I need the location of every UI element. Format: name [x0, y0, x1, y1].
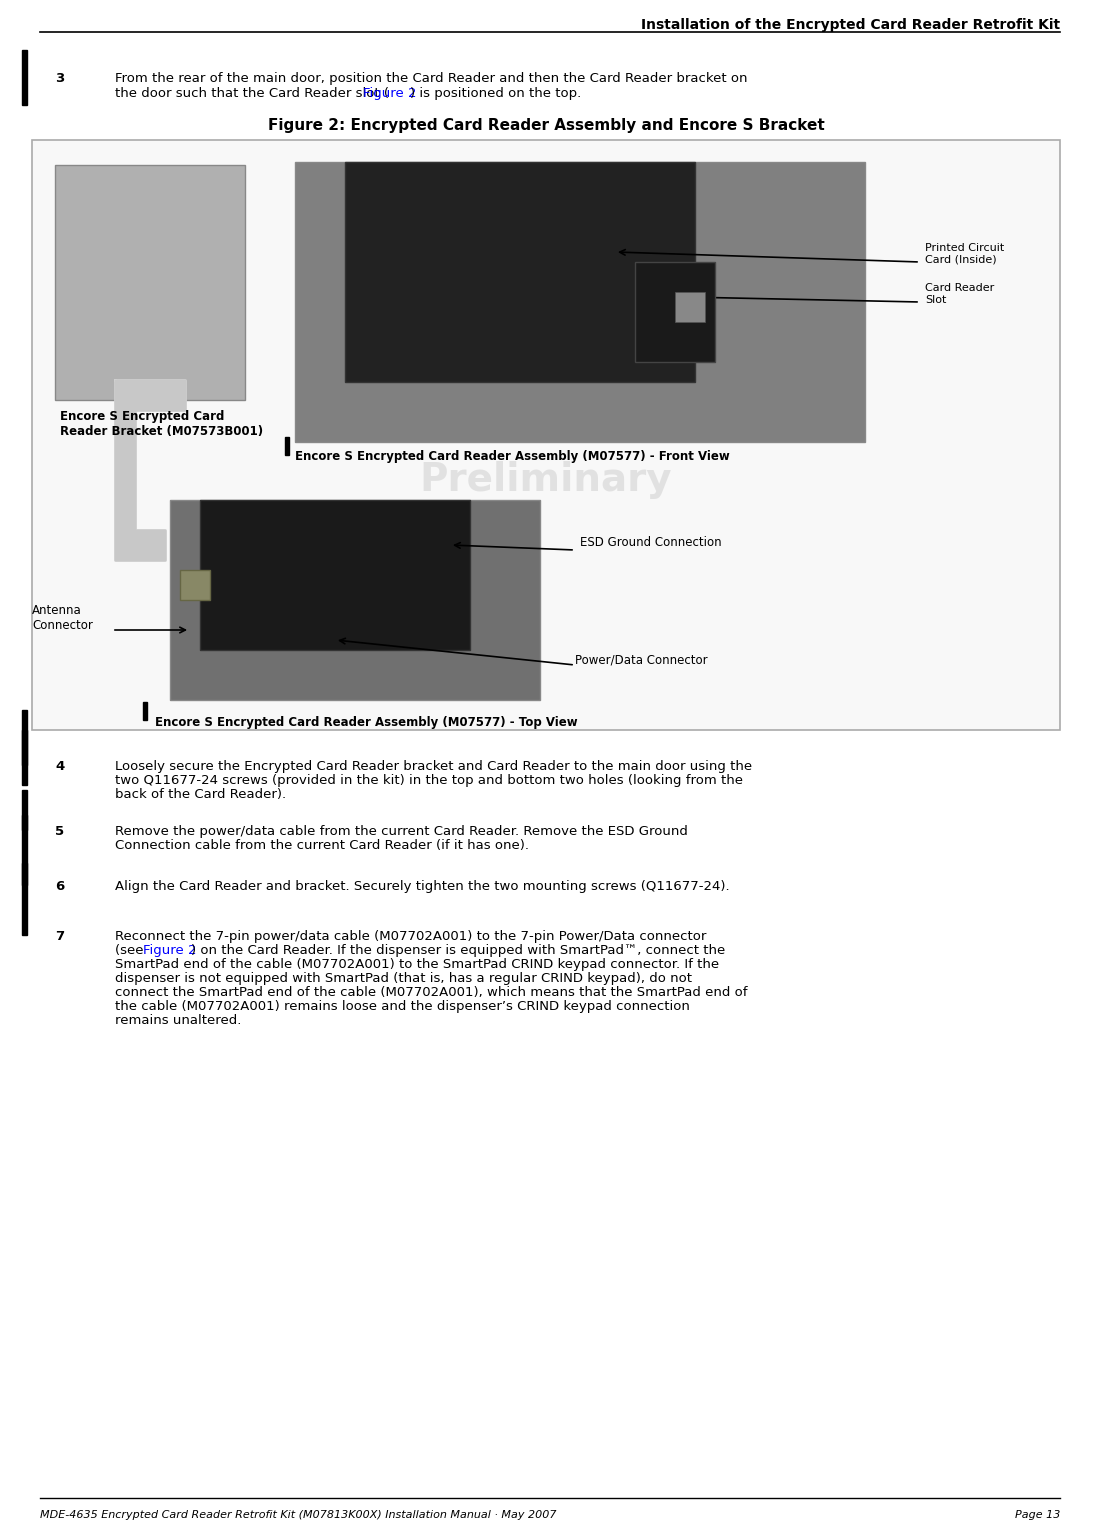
Text: From the rear of the main door, position the Card Reader and then the Card Reade: From the rear of the main door, position…	[115, 72, 748, 85]
Bar	[22, 864, 27, 885]
Text: Antenna
Connector: Antenna Connector	[32, 604, 93, 632]
Text: Printed Circuit
Card (Inside): Printed Circuit Card (Inside)	[925, 243, 1004, 266]
Text: Remove the power/data cable from the current Card Reader. Remove the ESD Ground: Remove the power/data cable from the cur…	[115, 826, 687, 838]
Text: 7: 7	[55, 929, 64, 943]
Text: Loosely secure the Encrypted Card Reader bracket and Card Reader to the main doo: Loosely secure the Encrypted Card Reader…	[115, 760, 752, 774]
Text: (see: (see	[115, 945, 148, 957]
Bar	[22, 790, 27, 830]
Text: Installation of the Encrypted Card Reader Retrofit Kit: Installation of the Encrypted Card Reade…	[640, 18, 1060, 32]
Text: ) on the Card Reader. If the dispenser is equipped with SmartPad™, connect the: ) on the Card Reader. If the dispenser i…	[191, 945, 726, 957]
Text: Preliminary: Preliminary	[420, 461, 672, 499]
Bar	[200, 501, 470, 650]
Bar	[635, 262, 715, 362]
Text: Power/Data Connector: Power/Data Connector	[575, 653, 707, 667]
Bar	[345, 162, 695, 382]
Bar	[32, 140, 1060, 729]
Text: 6: 6	[55, 881, 64, 893]
Text: remains unaltered.: remains unaltered.	[115, 1013, 242, 1027]
Text: Page 13: Page 13	[1014, 1511, 1060, 1520]
Bar	[171, 501, 540, 700]
Text: Figure 2: Encrypted Card Reader Assembly and Encore S Bracket: Figure 2: Encrypted Card Reader Assembly…	[268, 118, 824, 133]
Bar	[22, 729, 27, 784]
Text: Encore S Encrypted Card Reader Assembly (M07577) - Top View: Encore S Encrypted Card Reader Assembly …	[155, 716, 577, 729]
Text: Connection cable from the current Card Reader (if it has one).: Connection cable from the current Card R…	[115, 839, 529, 852]
Text: back of the Card Reader).: back of the Card Reader).	[115, 787, 286, 801]
Text: ESD Ground Connection: ESD Ground Connection	[580, 536, 721, 548]
Bar	[22, 710, 27, 765]
Text: Card Reader
Slot: Card Reader Slot	[925, 284, 995, 305]
Text: SmartPad end of the cable (M07702A001) to the SmartPad CRIND keypad connector. I: SmartPad end of the cable (M07702A001) t…	[115, 958, 719, 971]
Text: ) is positioned on the top.: ) is positioned on the top.	[410, 87, 581, 101]
Text: the cable (M07702A001) remains loose and the dispenser’s CRIND keypad connection: the cable (M07702A001) remains loose and…	[115, 1000, 690, 1013]
Text: dispenser is not equipped with SmartPad (that is, has a regular CRIND keypad), d: dispenser is not equipped with SmartPad …	[115, 972, 692, 984]
Text: Encore S Encrypted Card Reader Assembly (M07577) - Front View: Encore S Encrypted Card Reader Assembly …	[295, 450, 730, 462]
Text: 4: 4	[55, 760, 64, 774]
Text: Align the Card Reader and bracket. Securely tighten the two mounting screws (Q11: Align the Card Reader and bracket. Secur…	[115, 881, 730, 893]
Text: two Q11677-24 screws (provided in the kit) in the top and bottom two holes (look: two Q11677-24 screws (provided in the ki…	[115, 774, 743, 787]
Text: the door such that the Card Reader slot (: the door such that the Card Reader slot …	[115, 87, 389, 101]
Text: 3: 3	[55, 72, 64, 85]
Text: Reconnect the 7-pin power/data cable (M07702A001) to the 7-pin Power/Data connec: Reconnect the 7-pin power/data cable (M0…	[115, 929, 706, 943]
Text: 5: 5	[55, 826, 64, 838]
Bar	[675, 291, 705, 322]
Text: Figure 2: Figure 2	[363, 87, 416, 101]
Polygon shape	[115, 380, 185, 560]
Bar	[180, 571, 210, 600]
Bar	[285, 436, 289, 455]
Bar	[55, 165, 245, 400]
Text: Figure 2: Figure 2	[143, 945, 197, 957]
Text: MDE-4635 Encrypted Card Reader Retrofit Kit (M07813K00X) Installation Manual · M: MDE-4635 Encrypted Card Reader Retrofit …	[40, 1511, 556, 1520]
Text: connect the SmartPad end of the cable (M07702A001), which means that the SmartPa: connect the SmartPad end of the cable (M…	[115, 986, 748, 1000]
Bar	[143, 702, 146, 720]
Bar	[22, 50, 27, 105]
Text: Encore S Encrypted Card
Reader Bracket (M07573B001): Encore S Encrypted Card Reader Bracket (…	[60, 410, 263, 438]
Bar	[295, 162, 865, 443]
Bar	[22, 815, 27, 935]
